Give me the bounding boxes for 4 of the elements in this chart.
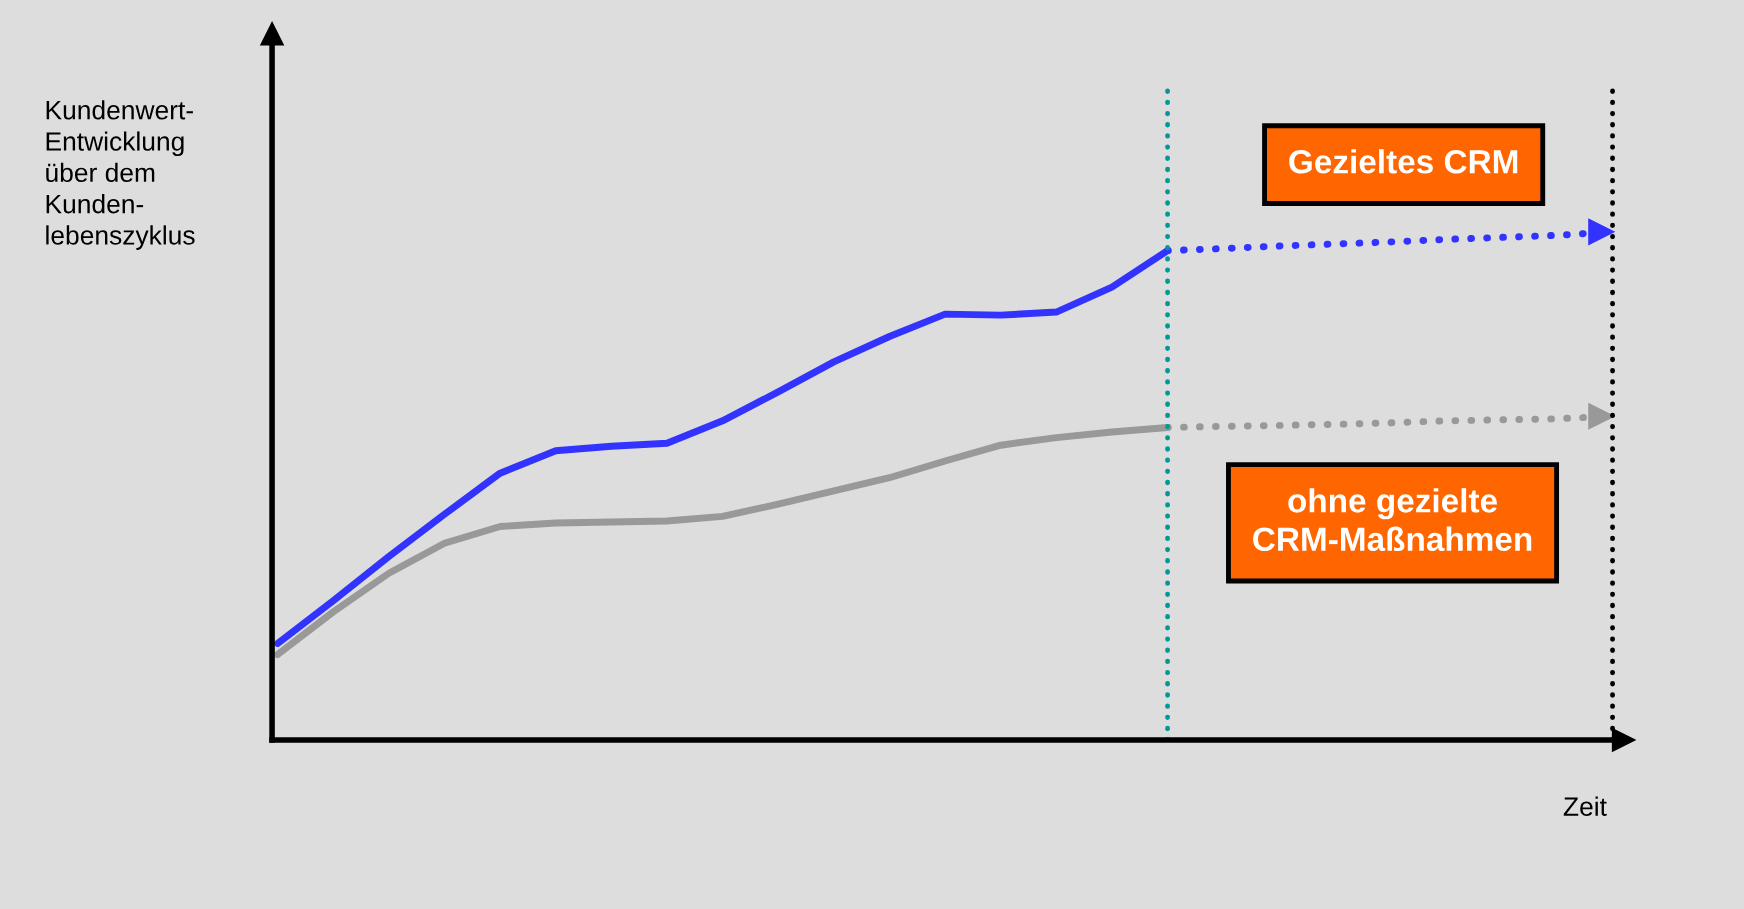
text: Gezieltes CRM [1289, 149, 1518, 174]
x-axis-title: Zeit [1563, 796, 1607, 816]
y-axis-title: Kundenwert- Entwicklung über dem Kunden- lebenszyklus [46, 100, 195, 250]
annotation: ohne gezielte CRM-Maßnahmen [1253, 488, 1532, 552]
